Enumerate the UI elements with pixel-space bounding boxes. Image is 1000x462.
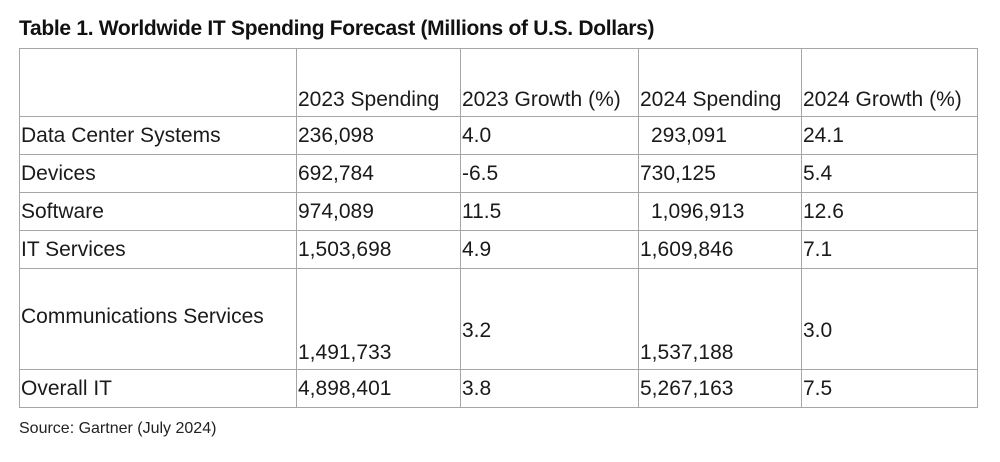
row-label: Software — [19, 192, 297, 231]
row-label: Communications Services — [19, 268, 297, 370]
cell-2023-spending: 692,784 — [296, 154, 461, 193]
table-row: Data Center Systems 236,098 4.0 293,091 … — [19, 116, 978, 155]
cell-2023-spending: 974,089 — [296, 192, 461, 231]
table-row: Software 974,089 11.5 1,096,913 12.6 — [19, 192, 978, 231]
row-label: Devices — [19, 154, 297, 193]
cell-2023-spending: 1,503,698 — [296, 230, 461, 269]
cell-2024-growth: 7.1 — [801, 230, 978, 269]
cell-2024-growth: 24.1 — [801, 116, 978, 155]
cell-2023-spending: 1,491,733 — [296, 268, 461, 370]
cell-2023-growth: 3.8 — [460, 369, 639, 408]
cell-2023-growth: 4.9 — [460, 230, 639, 269]
row-label: Data Center Systems — [19, 116, 297, 155]
table-title: Table 1. Worldwide IT Spending Forecast … — [19, 17, 655, 40]
cell-2024-spending: 1,537,188 — [638, 268, 802, 370]
cell-2024-spending: 1,609,846 — [638, 230, 802, 269]
cell-2023-growth: 11.5 — [460, 192, 639, 231]
header-cell-2024-growth: 2024 Growth (%) — [801, 48, 978, 117]
cell-2024-spending: 293,091 — [638, 116, 802, 155]
header-cell-2023-spending: 2023 Spending — [296, 48, 461, 117]
cell-2023-spending: 236,098 — [296, 116, 461, 155]
table-row: Communications Services 1,491,733 3.2 1,… — [19, 268, 978, 370]
cell-2023-spending: 4,898,401 — [296, 369, 461, 408]
cell-2024-growth: 3.0 — [801, 268, 978, 370]
cell-2024-growth: 7.5 — [801, 369, 978, 408]
table-row: Devices 692,784 -6.5 730,125 5.4 — [19, 154, 978, 193]
cell-2024-growth: 12.6 — [801, 192, 978, 231]
table-row: IT Services 1,503,698 4.9 1,609,846 7.1 — [19, 230, 978, 269]
cell-2023-growth: -6.5 — [460, 154, 639, 193]
cell-2023-growth: 4.0 — [460, 116, 639, 155]
spending-table: 2023 Spending 2023 Growth (%) 2024 Spend… — [19, 48, 978, 408]
cell-2024-spending: 5,267,163 — [638, 369, 802, 408]
header-cell-category — [19, 48, 297, 117]
source-note: Source: Gartner (July 2024) — [19, 420, 217, 437]
cell-2023-growth: 3.2 — [460, 268, 639, 370]
table-header-row: 2023 Spending 2023 Growth (%) 2024 Spend… — [19, 48, 978, 117]
cell-2024-growth: 5.4 — [801, 154, 978, 193]
header-cell-2024-spending: 2024 Spending — [638, 48, 802, 117]
row-label: Overall IT — [19, 369, 297, 408]
cell-2024-spending: 1,096,913 — [638, 192, 802, 231]
table-row: Overall IT 4,898,401 3.8 5,267,163 7.5 — [19, 369, 978, 408]
header-cell-2023-growth: 2023 Growth (%) — [460, 48, 639, 117]
row-label: IT Services — [19, 230, 297, 269]
cell-2024-spending: 730,125 — [638, 154, 802, 193]
